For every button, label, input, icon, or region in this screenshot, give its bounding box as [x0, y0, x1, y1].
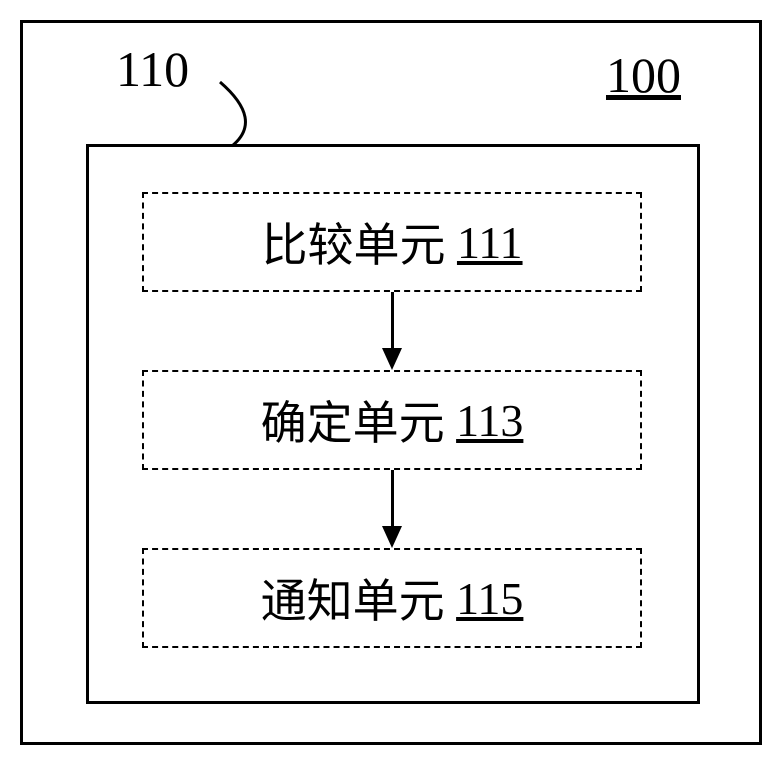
unit-label-determine: 确定单元	[261, 387, 445, 453]
unit-box-notify: 通知单元 115	[142, 548, 642, 648]
unit-box-determine: 确定单元 113	[142, 370, 642, 470]
unit-box-compare: 比较单元 111	[142, 192, 642, 292]
unit-num-notify: 115	[456, 572, 523, 625]
label-outer-frame-ref: 100	[606, 46, 681, 104]
arrow-2-head-icon	[382, 526, 402, 548]
unit-num-compare: 111	[457, 216, 523, 269]
label-main-box-ref: 110	[116, 40, 189, 98]
unit-label-compare: 比较单元	[261, 209, 445, 275]
arrow-1-line	[391, 292, 394, 348]
unit-num-determine: 113	[456, 394, 523, 447]
arrow-2-line	[391, 470, 394, 526]
diagram-canvas: 110 100 比较单元 111 确定单元 113 通知单元 115	[0, 0, 782, 765]
arrow-1-head-icon	[382, 348, 402, 370]
unit-label-notify: 通知单元	[261, 565, 445, 631]
